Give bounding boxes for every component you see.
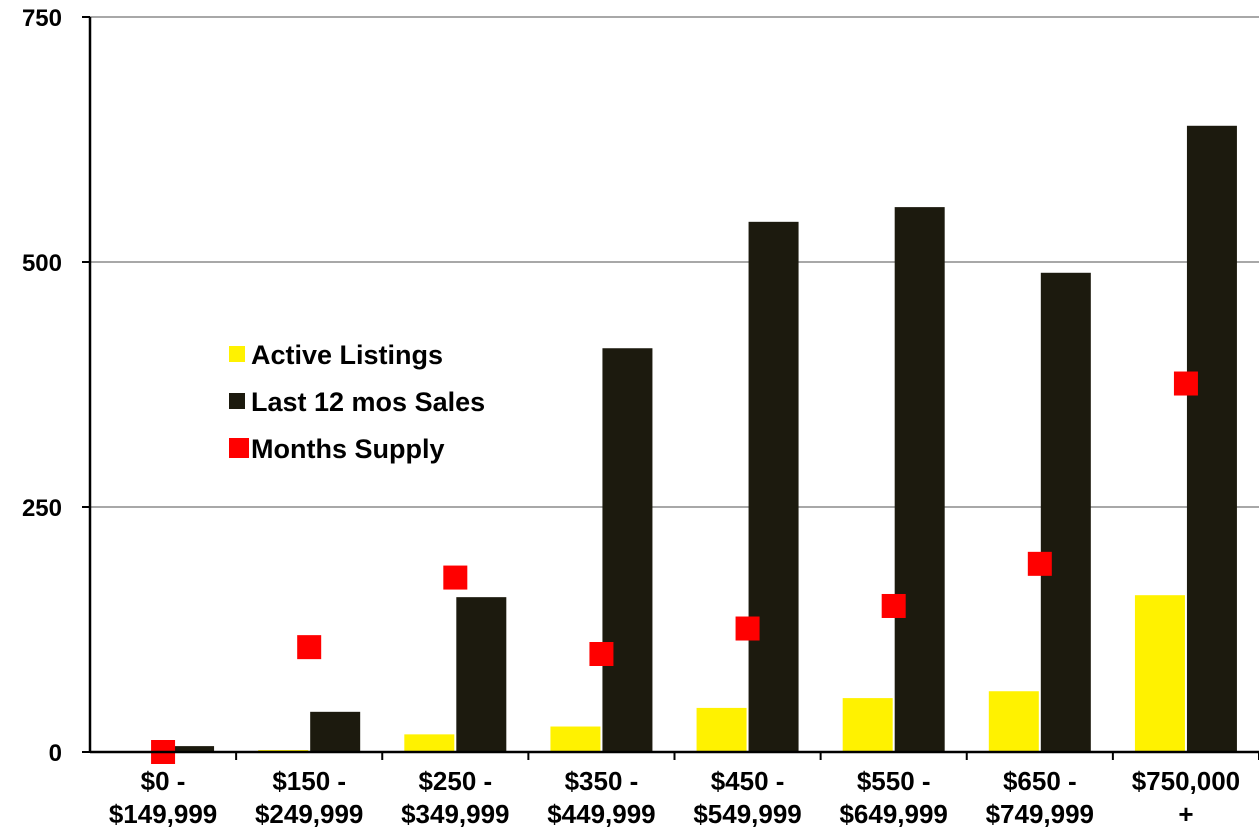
x-tick-label-3-line2: $449,999 <box>547 799 655 829</box>
bar-active-listings-6 <box>988 691 1039 752</box>
legend-label-0: Active Listings <box>251 340 443 370</box>
legend-swatch-1 <box>229 393 245 409</box>
y-tick-label-750: 750 <box>22 5 62 32</box>
x-tick-label-1-line2: $249,999 <box>255 799 363 829</box>
marker-months-supply-4 <box>735 616 760 641</box>
bar-active-listings-4 <box>696 707 747 752</box>
y-tick-labels: 0 250 500 750 <box>22 5 62 767</box>
x-tick-label-6-line2: $749,999 <box>986 799 1094 829</box>
y-tick-label-500: 500 <box>22 250 62 277</box>
bar-last-12-mos-sales-0 <box>164 746 215 752</box>
months-supply-markers <box>151 371 1198 764</box>
marker-months-supply-6 <box>1027 551 1052 576</box>
x-tick-label-0-line1: $0 - <box>141 766 186 796</box>
legend-swatch-2 <box>229 438 249 458</box>
legend-label-2: Months Supply <box>251 434 444 464</box>
x-tick-label-1-line1: $150 - <box>272 766 346 796</box>
bar-last-12-mos-sales-1 <box>310 711 361 752</box>
bar-active-listings-7 <box>1134 595 1185 752</box>
x-tick-label-5-line1: $550 - <box>857 766 931 796</box>
x-tick-label-6-line1: $650 - <box>1003 766 1077 796</box>
marker-months-supply-7 <box>1173 371 1198 396</box>
bar-active-listings-5 <box>842 698 893 752</box>
bars <box>164 125 1237 752</box>
x-tick-label-2-line1: $250 - <box>418 766 492 796</box>
legend-swatch-0 <box>229 346 245 362</box>
x-tick-label-4-line2: $549,999 <box>693 799 801 829</box>
marker-months-supply-3 <box>589 642 614 666</box>
bar-active-listings-2 <box>404 734 455 752</box>
bar-last-12-mos-sales-2 <box>456 597 507 752</box>
x-tick-label-0-line2: $149,999 <box>109 799 217 829</box>
marker-months-supply-1 <box>297 635 322 660</box>
bar-last-12-mos-sales-7 <box>1186 125 1237 752</box>
marker-months-supply-2 <box>443 565 468 590</box>
x-tick-label-2-line2: $349,999 <box>401 799 509 829</box>
x-tick-label-4-line1: $450 - <box>711 766 785 796</box>
bar-last-12-mos-sales-6 <box>1040 272 1091 752</box>
marker-months-supply-5 <box>881 593 906 618</box>
x-tick-label-7-line1: $750,000 <box>1132 766 1240 796</box>
bar-active-listings-3 <box>550 726 601 752</box>
axes <box>82 16 1259 760</box>
x-tick-label-5-line2: $649,999 <box>839 799 947 829</box>
y-tick-label-0: 0 <box>49 740 62 767</box>
x-tick-label-7-line2: + <box>1178 799 1193 829</box>
bar-last-12-mos-sales-3 <box>602 348 653 752</box>
bar-last-12-mos-sales-5 <box>894 207 945 752</box>
bar-last-12-mos-sales-4 <box>748 221 799 752</box>
legend: Active Listings Last 12 mos Sales Months S… <box>229 340 485 464</box>
x-tick-label-3-line1: $350 - <box>565 766 639 796</box>
x-tick-labels: $0 -$149,999 $150 -$249,999 $250 -$349,999… <box>109 766 1240 829</box>
y-tick-label-250: 250 <box>22 495 62 522</box>
legend-label-1: Last 12 mos Sales <box>251 387 485 417</box>
